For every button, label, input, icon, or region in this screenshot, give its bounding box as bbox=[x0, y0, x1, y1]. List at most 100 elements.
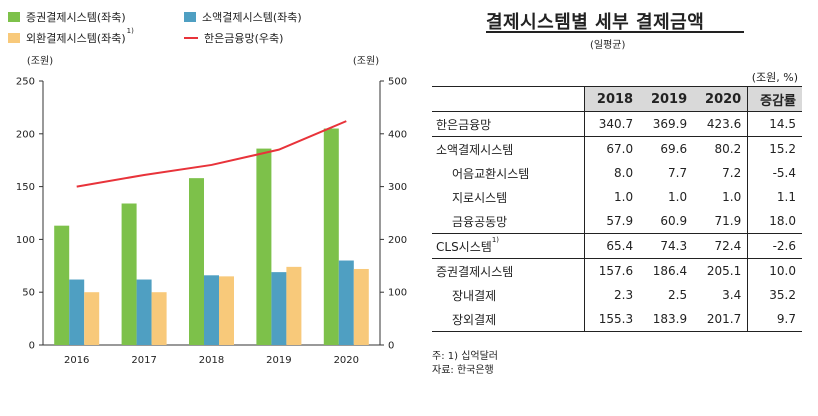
table-cell: 7.7 bbox=[668, 166, 688, 180]
table-cell: 65.4 bbox=[584, 233, 640, 259]
table-title: 결제시스템별 세부 결제금액 bbox=[486, 12, 705, 33]
table-cell: 369.9 bbox=[639, 111, 694, 137]
table-cell: 1.0 bbox=[584, 185, 640, 209]
table-header-2018: 2018 bbox=[584, 86, 640, 112]
table-cell: 74.3 bbox=[639, 233, 694, 259]
table-cell: 3.4 bbox=[722, 288, 742, 302]
table-cell: 2.5 bbox=[668, 288, 688, 302]
legend-label-fx: 외환결제시스템(좌축)1) bbox=[26, 27, 134, 46]
legend-label-fx-text: 외환결제시스템(좌축) bbox=[26, 32, 126, 45]
right-axis-tick-label: 400 bbox=[388, 129, 407, 140]
table-cell: 67.0 bbox=[584, 136, 640, 161]
table-note-source: 자료: 한국은행 bbox=[432, 365, 494, 376]
x-axis-tick-label: 2017 bbox=[131, 355, 156, 366]
table-row-label-text: 한은금융망 bbox=[436, 117, 492, 132]
table-row: CLS시스템1) 65.4 74.3 72.4 -2.6 bbox=[432, 233, 802, 259]
bar bbox=[136, 279, 152, 345]
table-row-label-text: 어음교환시스템 bbox=[452, 166, 530, 181]
table-cell: 2.3 bbox=[584, 283, 640, 307]
table-cell: 340.7 bbox=[584, 111, 640, 137]
bar bbox=[338, 260, 354, 345]
table-row-label: 지로시스템 bbox=[432, 185, 585, 209]
table-cell: 9.7 bbox=[747, 307, 802, 332]
table-row-label: 장외결제 bbox=[432, 307, 585, 332]
left-axis-tick-label: 50 bbox=[22, 288, 35, 299]
table-cell: 10.0 bbox=[747, 258, 802, 283]
table-unit: (조원, %) bbox=[751, 71, 798, 84]
right-axis-tick-label: 0 bbox=[388, 341, 394, 352]
table-cell: 201.7 bbox=[693, 307, 748, 332]
legend-swatch-securities bbox=[8, 12, 20, 22]
table-cell: 80.2 bbox=[693, 136, 748, 161]
bar bbox=[256, 148, 272, 345]
table-row-label: 장내결제 bbox=[432, 283, 585, 307]
table-cell: 14.5 bbox=[747, 111, 802, 137]
right-axis-tick-label: 500 bbox=[388, 77, 407, 88]
legend-swatch-retail bbox=[184, 12, 196, 22]
table-row: 소액결제시스템 67.0 69.6 80.2 15.2 bbox=[432, 136, 802, 161]
table-row-label: 금융공동망 bbox=[432, 209, 585, 234]
legend-label-retail: 소액결제시스템(좌축) bbox=[202, 11, 302, 24]
detail-table: 2018 2019 2020 증감률 한은금융망 340.7 369.9 423.6 1… bbox=[432, 86, 802, 332]
table-cell: 60.9 bbox=[660, 214, 688, 228]
table-title-underline bbox=[486, 31, 744, 33]
table-header-row: 2018 2019 2020 증감률 bbox=[432, 86, 802, 112]
table-cell: 186.4 bbox=[639, 258, 694, 283]
table-cell: 1.0 bbox=[722, 190, 742, 204]
x-axis-tick-label: 2018 bbox=[199, 355, 224, 366]
bar bbox=[189, 178, 204, 345]
table-row-label: 한은금융망 bbox=[432, 111, 585, 137]
table-cell: 1.0 bbox=[668, 190, 688, 204]
right-axis-tick-label: 200 bbox=[388, 235, 407, 246]
table-row-label: CLS시스템1) bbox=[432, 233, 585, 259]
bar bbox=[271, 272, 287, 345]
left-axis-unit: (조원) bbox=[27, 55, 53, 67]
table-row: 어음교환시스템 8.0 7.7 7.2 -5.4 bbox=[432, 161, 802, 185]
table-cell: -5.4 bbox=[747, 161, 802, 185]
bar bbox=[353, 268, 369, 345]
table-cell: 7.2 bbox=[722, 166, 742, 180]
table-row: 지로시스템 1.0 1.0 1.0 1.1 bbox=[432, 185, 802, 209]
table-header-2020: 2020 bbox=[693, 86, 748, 112]
legend-item-bok-wire: 한은금융망(우축) bbox=[184, 30, 283, 46]
table-row: 한은금융망 340.7 369.9 423.6 14.5 bbox=[432, 111, 802, 137]
table-cell: 183.9 bbox=[639, 307, 694, 332]
table-cell: 71.9 bbox=[714, 214, 742, 228]
table-cell: 8.0 bbox=[584, 161, 640, 185]
right-axis-unit: (조원) bbox=[353, 55, 379, 67]
bar bbox=[323, 128, 339, 345]
left-axis-tick-label: 150 bbox=[16, 182, 35, 193]
table-cell: 1.1 bbox=[747, 185, 802, 209]
table-cell: 72.4 bbox=[693, 233, 748, 259]
table-row-label-text: 소액결제시스템 bbox=[436, 142, 514, 157]
table-header-2019: 2019 bbox=[639, 86, 694, 112]
bar bbox=[121, 203, 137, 345]
legend-label-fx-footnote: 1) bbox=[126, 27, 134, 35]
right-axis-tick-label: 100 bbox=[388, 288, 407, 299]
detail-table-panel: 결제시스템별 세부 결제금액 (일평균) (조원, %) 2018 2019 2… bbox=[432, 0, 802, 416]
left-axis-tick-label: 0 bbox=[29, 341, 35, 352]
x-axis-tick-label: 2016 bbox=[64, 355, 89, 366]
legend-swatch-fx bbox=[8, 33, 20, 43]
table-cell: 69.6 bbox=[639, 136, 694, 161]
table-cell: 15.2 bbox=[747, 136, 802, 161]
table-cell: 205.1 bbox=[693, 258, 748, 283]
bar bbox=[286, 266, 302, 345]
x-axis-tick-label: 2019 bbox=[266, 355, 291, 366]
table-row: 금융공동망 57.9 60.9 71.9 18.0 bbox=[432, 209, 802, 234]
bar bbox=[204, 275, 219, 345]
table-row-label: 어음교환시스템 bbox=[432, 161, 585, 185]
line-series-bok-wire bbox=[76, 120, 347, 188]
bar bbox=[151, 292, 167, 345]
table-row-label-text: 장내결제 bbox=[452, 288, 497, 303]
table-row-label-text: CLS시스템 bbox=[436, 239, 492, 254]
legend-item-fx: 외환결제시스템(좌축)1) bbox=[8, 27, 134, 46]
table-header-name bbox=[432, 86, 585, 112]
legend-item-retail: 소액결제시스템(좌축) bbox=[184, 9, 302, 25]
table-subtitle: (일평균) bbox=[590, 40, 626, 51]
table-cell: 157.6 bbox=[584, 258, 640, 283]
table-row-label-text: 증권결제시스템 bbox=[436, 264, 514, 279]
table-row: 장내결제 2.3 2.5 3.4 35.2 bbox=[432, 283, 802, 307]
bar bbox=[219, 276, 234, 345]
table-header-change: 증감률 bbox=[747, 86, 802, 112]
